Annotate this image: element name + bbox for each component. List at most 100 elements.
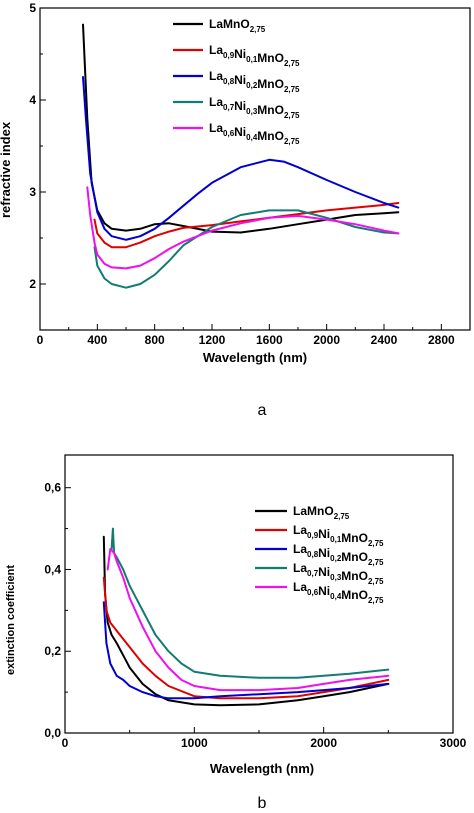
legend-subscript: 0,9 — [307, 531, 319, 540]
series-line-1 — [102, 535, 390, 707]
legend-subscript: 0,6 — [223, 129, 235, 138]
series-line-3 — [102, 601, 390, 700]
series-line-2 — [93, 202, 400, 249]
chart-a-plot-frame — [39, 7, 471, 331]
legend-entry-2: La0,9Ni0,1MnO2,75 — [209, 43, 300, 68]
chart-a-y-tick-labels: 2 3 4 5 — [29, 1, 36, 291]
legend-entry-5: La0,6Ni0,4MnO2,75 — [293, 580, 384, 605]
y-tick-label: 3 — [29, 185, 36, 199]
series-line-5 — [106, 548, 390, 692]
chart-a-x-tick-labels: 0 400 800 1200 1600 2000 2400 2800 — [37, 333, 455, 347]
legend-entry-4: La0,7Ni0,3MnO2,75 — [209, 95, 300, 120]
x-tick-label: 3000 — [440, 736, 467, 750]
legend-subscript: 2,75 — [250, 25, 266, 34]
chart-a-x-axis-label: Wavelength (nm) — [203, 350, 307, 365]
chart-b-panel-label: b — [258, 795, 267, 812]
legend-subscript: 0,3 — [246, 107, 258, 116]
x-tick-label: 800 — [145, 333, 165, 347]
legend-text-part: Ni — [234, 73, 246, 87]
legend-entry-4: La0,7Ni0,3MnO2,75 — [293, 561, 384, 586]
legend-subscript: 2,75 — [284, 85, 300, 94]
legend-subscript: 2,75 — [368, 596, 384, 605]
legend-text-part: La — [293, 523, 307, 537]
legend-subscript: 2,75 — [284, 111, 300, 120]
legend-subscript: 0,8 — [223, 77, 235, 86]
y-tick-label: 4 — [29, 93, 36, 107]
x-tick-label: 1000 — [181, 736, 208, 750]
x-tick-label: 0 — [62, 736, 69, 750]
legend-text-part: La — [209, 69, 223, 83]
legend-entry-3: La0,8Ni0,2MnO2,75 — [209, 69, 300, 94]
legend-subscript: 0,4 — [330, 592, 342, 601]
x-tick-label: 2800 — [428, 333, 455, 347]
y-tick-label: 0,4 — [44, 562, 61, 576]
legend-text-part: Ni — [318, 584, 330, 598]
legend-text-part: MnO — [257, 103, 284, 117]
chart-a-ticks — [39, 7, 442, 330]
legend-text-part: La — [293, 561, 307, 575]
legend-text-part: MnO — [341, 550, 368, 564]
legend-entry-5: La0,6Ni0,4MnO2,75 — [209, 121, 300, 146]
y-tick-label: 0,0 — [44, 726, 61, 740]
legend-entry-2: La0,9Ni0,1MnO2,75 — [293, 523, 384, 548]
legend-subscript: 2,75 — [284, 137, 300, 146]
chart-a-panel-label: a — [258, 402, 267, 419]
legend-subscript: 0,2 — [246, 81, 258, 90]
x-tick-label: 1600 — [256, 333, 283, 347]
y-tick-label: 0,6 — [44, 481, 61, 495]
legend-text-part: La — [209, 43, 223, 57]
legend-text-part: La — [209, 95, 223, 109]
chart-a: 0 400 800 1200 1600 2000 2400 2800 2 3 4 5 Wavelen… — [0, 1, 471, 419]
legend-entry-1: LaMnO2,75 — [209, 17, 266, 34]
legend-subscript: 0,4 — [246, 133, 258, 142]
legend-subscript: 2,75 — [334, 512, 350, 521]
chart-b-ticks — [64, 487, 454, 734]
chart-b-y-axis-label: extinction coefficient — [5, 565, 17, 675]
chart-a-legend: LaMnO2,75La0,9Ni0,1MnO2,75La0,8Ni0,2MnO2… — [173, 17, 300, 146]
legend-text-part: Ni — [318, 565, 330, 579]
y-tick-label: 0,2 — [44, 644, 61, 658]
series-line-3 — [82, 76, 400, 241]
legend-text-part: Ni — [234, 125, 246, 139]
chart-b-series-group — [102, 527, 390, 707]
legend-text-part: MnO — [341, 531, 368, 545]
legend-text-part: MnO — [257, 129, 284, 143]
legend-text-part: La — [293, 542, 307, 556]
legend-entry-1: LaMnO2,75 — [293, 504, 350, 521]
legend-text-part: Ni — [318, 546, 330, 560]
x-tick-label: 2000 — [310, 736, 337, 750]
x-tick-label: 1200 — [199, 333, 226, 347]
legend-subscript: 0,7 — [307, 569, 319, 578]
legend-text-part: La — [209, 121, 223, 135]
chart-b-x-tick-labels: 0 1000 2000 3000 — [62, 736, 467, 750]
legend-text-part: La — [293, 504, 307, 518]
legend-text-part: MnO — [307, 504, 334, 518]
legend-subscript: 0,1 — [246, 55, 258, 64]
legend-entry-3: La0,8Ni0,2MnO2,75 — [293, 542, 384, 567]
y-tick-label: 2 — [29, 277, 36, 291]
series-line-2 — [102, 576, 390, 700]
legend-subscript: 0,9 — [223, 51, 235, 60]
legend-text-part: Ni — [234, 47, 246, 61]
legend-subscript: 0,8 — [307, 550, 319, 559]
x-tick-label: 2400 — [371, 333, 398, 347]
legend-text-part: MnO — [341, 569, 368, 583]
chart-b-x-axis-label: Wavelength (nm) — [210, 761, 314, 776]
legend-subscript: 2,75 — [368, 539, 384, 548]
legend-text-part: MnO — [257, 77, 284, 91]
y-tick-label: 5 — [29, 1, 36, 15]
legend-subscript: 0,1 — [330, 535, 342, 544]
legend-subscript: 0,2 — [330, 554, 342, 563]
chart-a-y-axis-label: refractive index — [0, 121, 13, 218]
x-tick-label: 0 — [37, 333, 44, 347]
legend-subscript: 2,75 — [368, 577, 384, 586]
legend-text-part: MnO — [341, 588, 368, 602]
legend-subscript: 2,75 — [368, 558, 384, 567]
legend-text-part: MnO — [257, 51, 284, 65]
x-tick-label: 400 — [87, 333, 107, 347]
legend-subscript: 2,75 — [284, 59, 300, 68]
legend-text-part: La — [293, 580, 307, 594]
legend-text-part: Ni — [234, 99, 246, 113]
chart-b-plot-frame — [64, 454, 454, 734]
